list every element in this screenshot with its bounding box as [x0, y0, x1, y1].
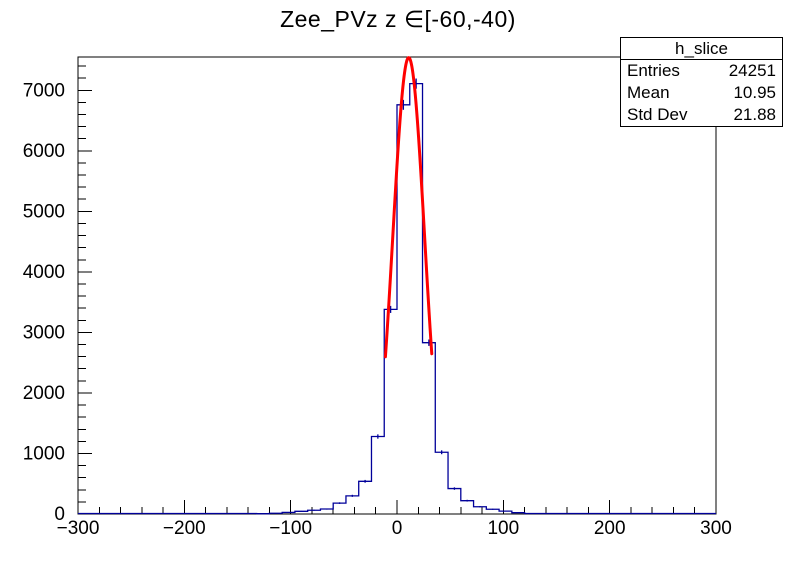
- x-tick-label: 200: [594, 518, 626, 539]
- x-tick-label: −300: [57, 518, 100, 539]
- stats-label: Mean: [627, 83, 670, 102]
- stats-row: Entries 24251: [621, 60, 782, 82]
- plot-title: Zee_PVz z ∈[-60,-40): [280, 6, 516, 32]
- y-tick-label: 1000: [23, 443, 65, 464]
- x-tick-label: 100: [487, 518, 519, 539]
- stats-value: 10.95: [733, 83, 776, 102]
- x-tick-label: 300: [700, 518, 732, 539]
- y-tick-label: 4000: [23, 262, 65, 283]
- stats-box-title: h_slice: [621, 38, 782, 60]
- stats-row: Std Dev 21.88: [621, 104, 782, 126]
- histogram-line: [78, 82, 716, 515]
- x-tick-label: −100: [269, 518, 312, 539]
- x-tick-label: −200: [163, 518, 206, 539]
- x-tick-label: 0: [392, 518, 403, 539]
- stats-label: Std Dev: [627, 105, 688, 124]
- y-tick-label: 2000: [23, 383, 65, 404]
- stats-box-rows: Entries 24251 Mean 10.95 Std Dev 21.88: [621, 60, 782, 126]
- y-tick-label: 6000: [23, 141, 65, 162]
- stats-label: Entries: [627, 61, 680, 80]
- fit-curve: [383, 56, 434, 359]
- y-tick-label: 0: [54, 504, 65, 525]
- y-tick-label: 7000: [23, 80, 65, 101]
- stats-row: Mean 10.95: [621, 82, 782, 104]
- y-tick-label: 5000: [23, 201, 65, 222]
- y-tick-label: 3000: [23, 322, 65, 343]
- stats-value: 24251: [728, 61, 776, 80]
- stats-box[interactable]: h_slice Entries 24251 Mean 10.95 Std Dev 21.8…: [620, 37, 783, 127]
- stats-value: 21.88: [733, 105, 776, 124]
